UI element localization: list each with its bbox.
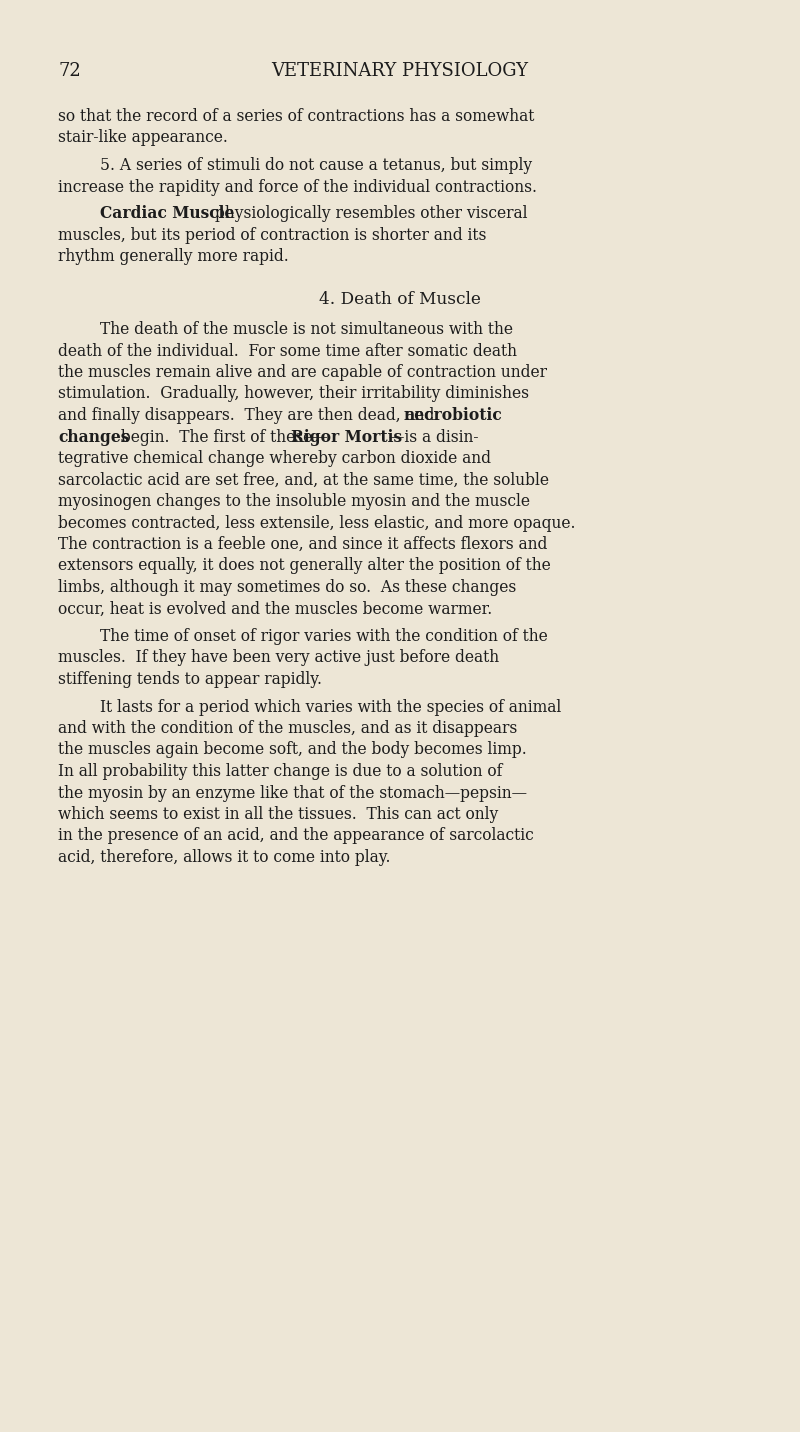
Text: begin.  The first of these—: begin. The first of these— bbox=[116, 428, 328, 445]
Text: myosinogen changes to the insoluble myosin and the muscle: myosinogen changes to the insoluble myos… bbox=[58, 493, 530, 510]
Text: stiffening tends to appear rapidly.: stiffening tends to appear rapidly. bbox=[58, 672, 322, 687]
Text: stair-like appearance.: stair-like appearance. bbox=[58, 129, 228, 146]
Text: The death of the muscle is not simultaneous with the: The death of the muscle is not simultane… bbox=[100, 321, 513, 338]
Text: the myosin by an enzyme like that of the stomach—pepsin—: the myosin by an enzyme like that of the… bbox=[58, 785, 527, 802]
Text: Rigor Mortis: Rigor Mortis bbox=[291, 428, 402, 445]
Text: and finally disappears.  They are then dead, and: and finally disappears. They are then de… bbox=[58, 407, 439, 424]
Text: 5. A series of stimuli do not cause a tetanus, but simply: 5. A series of stimuli do not cause a te… bbox=[100, 158, 532, 175]
Text: In all probability this latter change is due to a solution of: In all probability this latter change is… bbox=[58, 763, 502, 780]
Text: It lasts for a period which varies with the species of animal: It lasts for a period which varies with … bbox=[100, 699, 562, 716]
Text: the muscles again become soft, and the body becomes limp.: the muscles again become soft, and the b… bbox=[58, 742, 526, 759]
Text: in the presence of an acid, and the appearance of sarcolactic: in the presence of an acid, and the appe… bbox=[58, 828, 534, 845]
Text: limbs, although it may sometimes do so.  As these changes: limbs, although it may sometimes do so. … bbox=[58, 579, 516, 596]
Text: physiologically resembles other visceral: physiologically resembles other visceral bbox=[215, 205, 527, 222]
Text: which seems to exist in all the tissues.  This can act only: which seems to exist in all the tissues.… bbox=[58, 806, 498, 823]
Text: stimulation.  Gradually, however, their irritability diminishes: stimulation. Gradually, however, their i… bbox=[58, 385, 529, 402]
Text: The time of onset of rigor varies with the condition of the: The time of onset of rigor varies with t… bbox=[100, 629, 548, 644]
Text: 4. Death of Muscle: 4. Death of Muscle bbox=[319, 292, 481, 308]
Text: tegrative chemical change whereby carbon dioxide and: tegrative chemical change whereby carbon… bbox=[58, 450, 491, 467]
Text: 72: 72 bbox=[58, 62, 81, 80]
Text: becomes contracted, less extensile, less elastic, and more opaque.: becomes contracted, less extensile, less… bbox=[58, 514, 575, 531]
Text: Cardiac Muscle: Cardiac Muscle bbox=[100, 205, 234, 222]
Text: death of the individual.  For some time after somatic death: death of the individual. For some time a… bbox=[58, 342, 517, 359]
Text: extensors equally, it does not generally alter the position of the: extensors equally, it does not generally… bbox=[58, 557, 550, 574]
Text: sarcolactic acid are set free, and, at the same time, the soluble: sarcolactic acid are set free, and, at t… bbox=[58, 471, 549, 488]
Text: rhythm generally more rapid.: rhythm generally more rapid. bbox=[58, 248, 289, 265]
Text: occur, heat is evolved and the muscles become warmer.: occur, heat is evolved and the muscles b… bbox=[58, 600, 492, 617]
Text: —is a disin-: —is a disin- bbox=[389, 428, 478, 445]
Text: changes: changes bbox=[58, 428, 130, 445]
Text: and with the condition of the muscles, and as it disappears: and with the condition of the muscles, a… bbox=[58, 720, 518, 737]
Text: necrobiotic: necrobiotic bbox=[403, 407, 502, 424]
Text: VETERINARY PHYSIOLOGY: VETERINARY PHYSIOLOGY bbox=[271, 62, 529, 80]
Text: increase the rapidity and force of the individual contractions.: increase the rapidity and force of the i… bbox=[58, 179, 537, 196]
Text: muscles.  If they have been very active just before death: muscles. If they have been very active j… bbox=[58, 650, 499, 666]
Text: the muscles remain alive and are capable of contraction under: the muscles remain alive and are capable… bbox=[58, 364, 547, 381]
Text: muscles, but its period of contraction is shorter and its: muscles, but its period of contraction i… bbox=[58, 226, 486, 243]
Text: The contraction is a feeble one, and since it affects flexors and: The contraction is a feeble one, and sin… bbox=[58, 536, 547, 553]
Text: so that the record of a series of contractions has a somewhat: so that the record of a series of contra… bbox=[58, 107, 534, 125]
Text: acid, therefore, allows it to come into play.: acid, therefore, allows it to come into … bbox=[58, 849, 390, 866]
